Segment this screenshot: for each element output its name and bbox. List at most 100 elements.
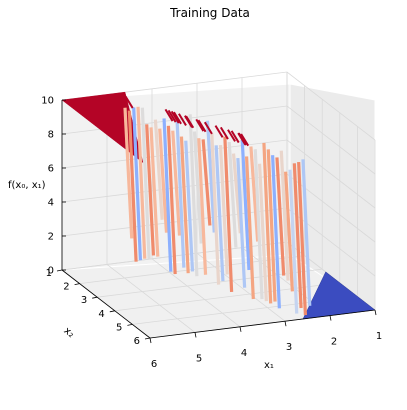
x-tick-mark (149, 337, 152, 344)
ridge-highlight (178, 113, 187, 126)
ridge-highlight (164, 108, 174, 122)
surface-ridge (153, 119, 164, 220)
x-tick-mark (284, 321, 287, 327)
ridge-highlight (124, 95, 134, 109)
surface-ridge (288, 169, 299, 314)
surface-ridge (275, 157, 286, 276)
x-axis-label: x₁ (264, 360, 274, 371)
ridge-highlight (173, 111, 182, 125)
surface-ridge (136, 106, 147, 259)
surface-ridge (132, 107, 143, 261)
y-gridline (79, 85, 306, 284)
surface-ridge (188, 114, 199, 277)
y-tick-mark (56, 269, 63, 272)
surface-ridge (192, 131, 203, 244)
x-tick-label: 5 (196, 353, 202, 364)
surface-ridge (123, 107, 134, 239)
y-tick-label: 4 (98, 309, 104, 320)
surface-ridge (279, 150, 290, 281)
surface-ridge (205, 120, 216, 233)
surface-ridge (171, 130, 182, 236)
y-tick-mark (127, 324, 133, 326)
surface-ridge (127, 110, 138, 262)
ridge-highlight (203, 121, 213, 135)
z-tick-label: 0 (48, 266, 54, 277)
surface-ridge (271, 155, 281, 309)
ridge-highlight (167, 109, 177, 123)
surface-ridge (240, 139, 251, 271)
x-tick-label: 1 (376, 331, 382, 342)
x-tick-label: 2 (331, 337, 337, 348)
surface-ridge (179, 136, 190, 274)
ridge-highlight (238, 132, 247, 146)
x-tick-label: 3 (286, 342, 292, 353)
surface-ridge (197, 138, 208, 275)
axis-lines (61, 100, 376, 339)
surface-ridge (262, 142, 273, 304)
surface-ridge (301, 159, 312, 306)
x-tick-mark (374, 309, 377, 316)
surface-ridge (175, 120, 186, 268)
ridge-highlight (227, 129, 236, 142)
surface (61, 91, 376, 320)
y-tick-label: 3 (81, 295, 87, 306)
surface-ridge (253, 149, 264, 300)
y-tick-mark (144, 337, 151, 340)
surface-ridge (140, 107, 151, 260)
surface-ridge (145, 124, 156, 256)
surface-ridge (166, 125, 177, 275)
surface-ridge (223, 136, 234, 293)
y-tick-mark (109, 310, 115, 313)
chart-title: Training Data (169, 6, 250, 20)
surface-ridge (214, 145, 225, 282)
y-axis-label: x₂ (62, 325, 77, 340)
ridge-highlight (170, 110, 180, 124)
surface-ridge (266, 149, 277, 302)
y-tick-label: 2 (63, 282, 69, 293)
x-axis-line (149, 309, 376, 339)
surface-ridge (201, 139, 212, 226)
x-tick-label: 6 (151, 359, 157, 370)
surface-ridge (184, 140, 195, 272)
surface-ridge (249, 146, 260, 242)
y-gridline (97, 99, 323, 298)
z-tick-label: 10 (41, 96, 54, 107)
surface-ridge (227, 141, 238, 248)
ridge-highlight (230, 130, 240, 144)
surface-ridge (158, 128, 169, 233)
y-tick-label: 6 (134, 336, 140, 347)
x-tick-label: 4 (241, 348, 247, 359)
surface-ridge (218, 144, 229, 275)
surface-ridge (284, 171, 294, 292)
surface-ridge (210, 133, 221, 285)
y-tick-mark (74, 283, 80, 285)
surface-ridge (292, 163, 303, 309)
y-tick-mark (92, 296, 98, 299)
x-tick-mark (194, 332, 197, 338)
y-axis-line (61, 269, 151, 339)
x-tick-mark (329, 315, 332, 321)
surface-ridge (236, 157, 247, 288)
surface-ridge (231, 153, 242, 234)
surface-ridge (257, 163, 268, 302)
ridge-highlight (185, 115, 195, 129)
surface-ridge (297, 161, 308, 316)
ridge-highlight (197, 119, 207, 133)
surface-ridge (162, 118, 173, 272)
x-tick-mark (239, 326, 242, 332)
z-tick-label: 6 (48, 164, 54, 175)
surface-ridge (244, 156, 255, 300)
y-tick-label: 5 (116, 322, 122, 333)
ridge-highlight (219, 126, 229, 140)
ridge-highlight (214, 125, 224, 138)
y-tick-label: 1 (46, 268, 52, 279)
z-tick-label: 8 (48, 130, 54, 141)
z-tick-label: 2 (48, 232, 54, 243)
z-tick-label: 4 (48, 198, 54, 209)
z-axis-label: f(x₀, x₁) (8, 180, 46, 191)
ridge-highlight (195, 118, 205, 132)
ridge-highlight (240, 133, 250, 147)
surface-ridge (149, 127, 160, 257)
